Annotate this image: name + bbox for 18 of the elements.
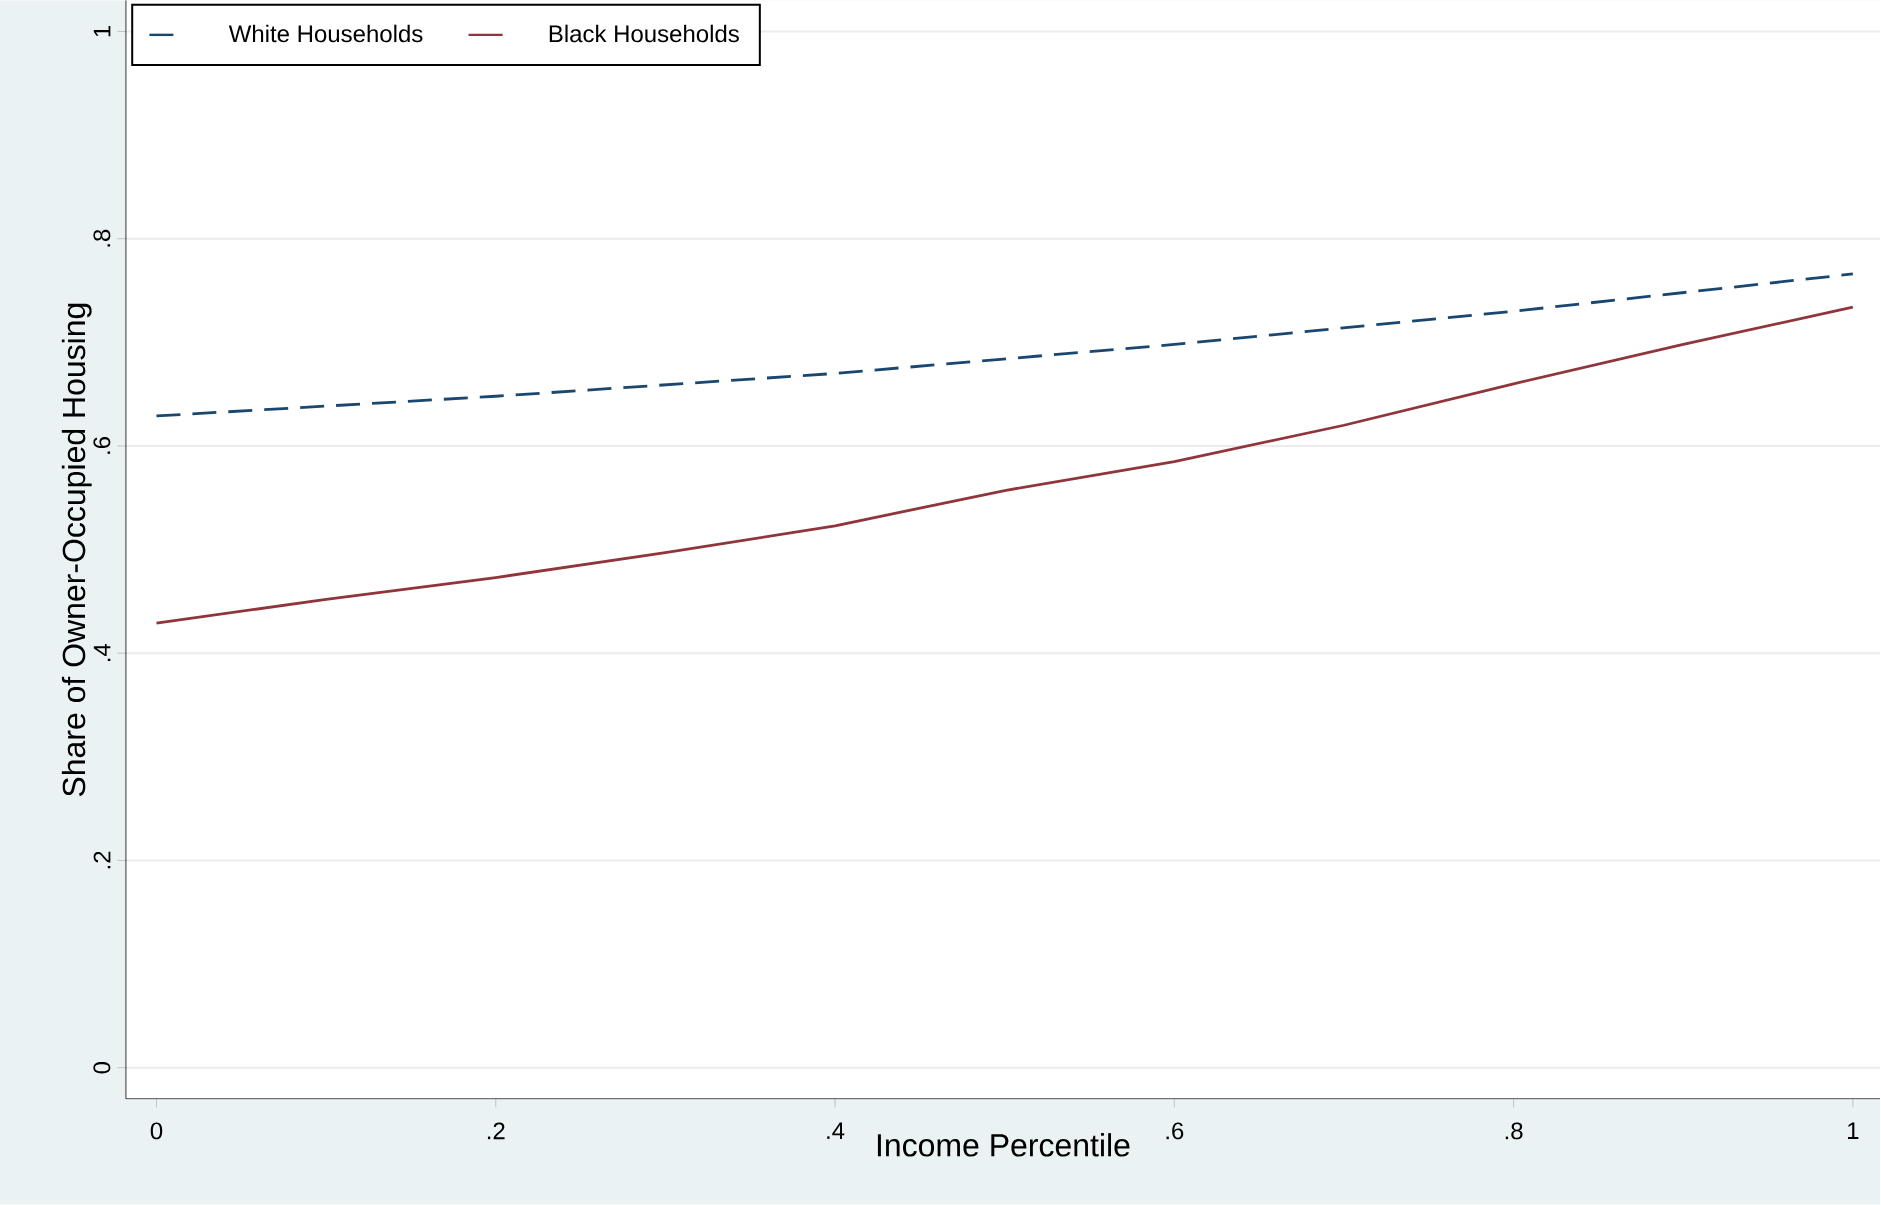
x-tick-label: .2 <box>487 1122 505 1140</box>
y-axis-title: Share of Owner-Occupied Housing <box>61 303 92 797</box>
x-tick-label: .4 <box>827 1122 845 1140</box>
y-tick-label: .4 <box>93 644 111 662</box>
y-tick-label: .8 <box>93 229 111 247</box>
y-tick-label: .2 <box>93 851 111 869</box>
y-tick-label: .6 <box>93 437 111 454</box>
x-tick-label: .6 <box>1166 1122 1184 1140</box>
x-tick-label: 0 <box>150 1122 163 1140</box>
legend-label: White Households <box>228 24 423 43</box>
x-tick-label: 1 <box>1848 1122 1859 1140</box>
y-tick-label: 1 <box>93 26 111 37</box>
line-series <box>155 305 1855 625</box>
legend-label: Black Households <box>549 24 739 43</box>
line-series <box>155 272 1855 418</box>
x-tick-label: .8 <box>1505 1122 1523 1140</box>
x-axis-title: Income Percentile <box>877 1133 1130 1157</box>
y-tick-label: 0 <box>93 1062 111 1074</box>
